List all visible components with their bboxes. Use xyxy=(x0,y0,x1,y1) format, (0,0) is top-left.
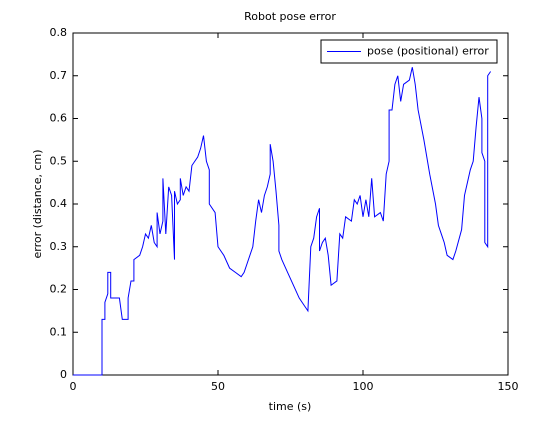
y-tick-label: 0 xyxy=(60,368,67,381)
chart-title: Robot pose error xyxy=(244,10,336,23)
x-axis-label: time (s) xyxy=(269,400,312,413)
y-tick-label: 0.7 xyxy=(50,69,68,82)
legend-label: pose (positional) error xyxy=(367,45,489,58)
plot-area xyxy=(72,32,509,376)
y-tick-label: 0.3 xyxy=(50,240,68,253)
y-tick-label: 0.8 xyxy=(50,26,68,39)
x-tick-label: 100 xyxy=(353,380,374,393)
data-line xyxy=(73,67,492,376)
y-tick-label: 0.2 xyxy=(50,283,68,296)
x-tick-label: 0 xyxy=(70,380,77,393)
y-axis-label: error (distance, cm) xyxy=(31,149,44,258)
y-tick-label: 0.4 xyxy=(50,197,68,210)
y-tick-label: 0.6 xyxy=(50,112,68,125)
legend-box xyxy=(320,39,498,64)
x-tick-label: 150 xyxy=(498,380,519,393)
y-tick-label: 0.1 xyxy=(50,325,68,338)
y-tick-label: 0.5 xyxy=(50,154,68,167)
x-tick-label: 50 xyxy=(211,380,225,393)
